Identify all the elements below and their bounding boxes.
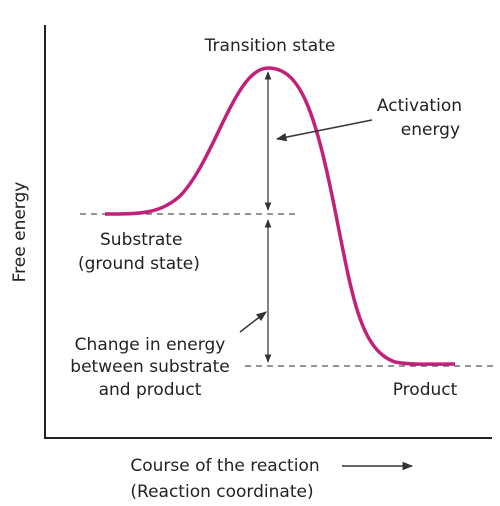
change-label: between substrate [70,357,229,377]
activation-label: Activation [377,96,462,116]
y-axis-label: Free energy [10,182,30,283]
x-axis-label: (Reaction coordinate) [130,482,313,502]
change-label: and product [99,380,202,400]
transition-label: Transition state [204,36,336,56]
x-axis-label: Course of the reaction [130,456,319,476]
substrate-label: Substrate [100,230,182,250]
energy-curve [104,66,456,366]
substrate-label: (ground state) [78,254,200,274]
change-label: Change in energy [75,335,226,355]
delta-pointer [239,311,267,333]
product-label: Product [393,380,458,400]
activation-label: energy [401,120,460,140]
activation-pointer [275,119,373,142]
